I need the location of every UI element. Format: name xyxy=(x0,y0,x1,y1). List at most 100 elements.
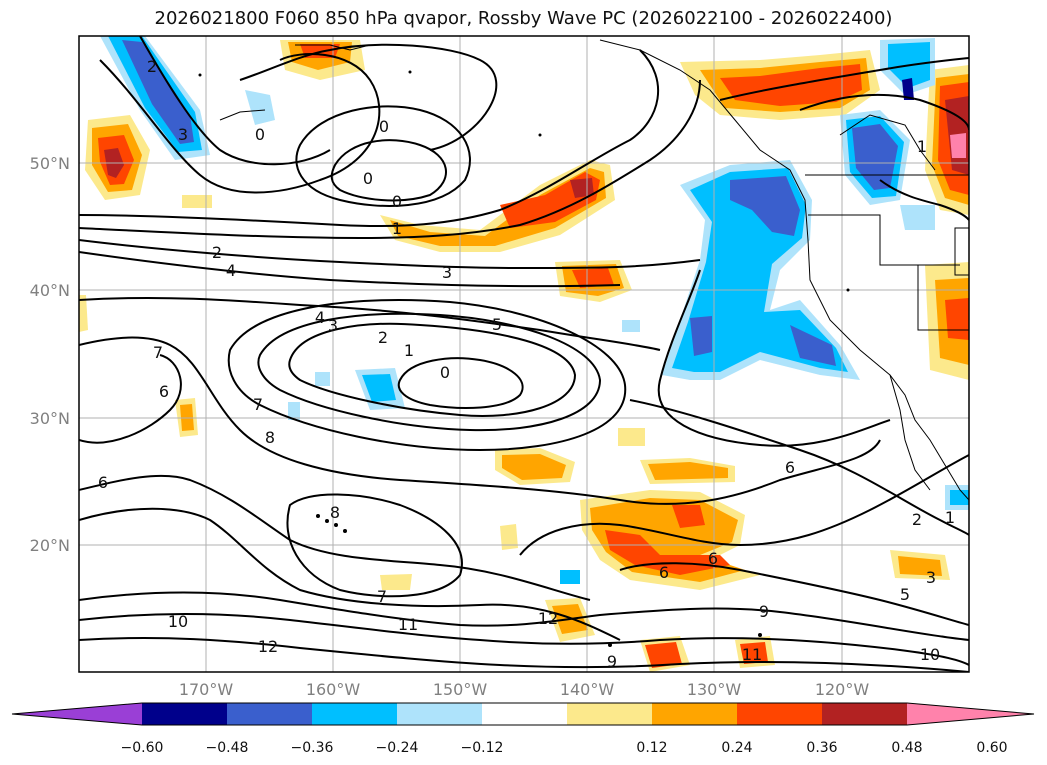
negative-anomaly-region xyxy=(245,90,275,125)
negative-anomaly-region xyxy=(122,40,194,144)
negative-anomaly-region xyxy=(852,124,898,190)
lon-tick-label: 140°W xyxy=(560,680,615,699)
colorbar-swatch xyxy=(567,703,653,725)
qvapor-contours xyxy=(79,36,969,672)
negative-anomaly-region xyxy=(790,325,836,366)
negative-anomaly-region xyxy=(900,205,935,230)
lon-tick-label: 130°W xyxy=(687,680,742,699)
contour-label: 3 xyxy=(926,568,936,587)
positive-anomaly-region xyxy=(182,195,212,208)
colorbar-swatch xyxy=(227,703,313,725)
contour-labels: 2 3 0 0 0 0 1 2 4 3 4 3 2 1 5 0 7 6 7 8 … xyxy=(98,57,955,671)
map-area: 2 3 0 0 0 0 1 2 4 3 4 3 2 1 5 0 7 6 7 8 … xyxy=(79,36,969,672)
contour-label: 11 xyxy=(398,615,418,634)
colorbar-swatch xyxy=(822,703,908,725)
map-title: 2026021800 F060 850 hPa qvapor, Rossby W… xyxy=(154,8,893,29)
contour-label: 6 xyxy=(708,549,718,568)
negative-anomaly-region xyxy=(362,374,396,402)
positive-anomaly-region xyxy=(618,428,645,446)
negative-anomaly-region xyxy=(902,78,914,100)
contour-label: 7 xyxy=(377,587,387,606)
contour-label: 3 xyxy=(442,263,452,282)
lon-tick-label: 150°W xyxy=(433,680,488,699)
contour-label: 9 xyxy=(607,652,617,671)
contour-label: 9 xyxy=(759,602,769,621)
latitude-ticks: 50°N 40°N 30°N 20°N xyxy=(30,154,70,555)
contour-label: 5 xyxy=(492,315,502,334)
contour-label: 1 xyxy=(404,341,414,360)
colorbar-swatch xyxy=(907,703,1034,725)
lat-tick-label: 50°N xyxy=(30,154,70,173)
contour-label: 7 xyxy=(253,395,263,414)
colorbar-swatch xyxy=(652,703,738,725)
colorbar-tick-label: −0.36 xyxy=(291,740,334,756)
contour-label: 2 xyxy=(912,510,922,529)
contour-label: 11 xyxy=(742,645,762,664)
contour-label: 2 xyxy=(147,57,157,76)
contour-label: 7 xyxy=(153,343,163,362)
colorbar-tick-label: −0.60 xyxy=(121,740,164,756)
contour-label: 8 xyxy=(265,428,275,447)
positive-anomaly-region xyxy=(945,298,969,340)
colorbar: −0.60 −0.48 −0.36 −0.24 −0.12 0.12 0.24 0.36 0.4… xyxy=(11,702,1035,756)
positive-anomaly-region xyxy=(500,524,518,550)
contour-label: 4 xyxy=(315,308,325,327)
contour-label: 12 xyxy=(258,637,278,656)
positive-anomaly-region xyxy=(572,268,614,288)
negative-anomaly-region xyxy=(672,168,848,372)
positive-anomaly-region xyxy=(390,168,606,246)
colorbar-tick-label: 0.24 xyxy=(721,740,752,756)
colorbar-tick-label: −0.48 xyxy=(206,740,249,756)
contour-label: 5 xyxy=(900,585,910,604)
negative-anomaly-region xyxy=(560,570,580,584)
positive-anomaly-region xyxy=(380,574,412,590)
colorbar-tick-label: 0.36 xyxy=(806,740,837,756)
lat-tick-label: 20°N xyxy=(30,536,70,555)
map-frame xyxy=(78,35,970,673)
contour-label: 6 xyxy=(659,563,669,582)
contour-label: 10 xyxy=(920,645,940,664)
colorbar-tick-label: −0.12 xyxy=(461,740,504,756)
contour-label: 6 xyxy=(98,473,108,492)
lon-tick-label: 170°W xyxy=(179,680,234,699)
contour-label: 2 xyxy=(378,328,388,347)
colorbar-swatch xyxy=(737,703,823,725)
colorbar-tick-label: 0.12 xyxy=(636,740,667,756)
negative-anomaly-region xyxy=(315,372,330,386)
negative-anomaly-region xyxy=(690,316,712,356)
positive-anomaly-region xyxy=(950,133,966,158)
longitude-ticks: 170°W 160°W 150°W 140°W 130°W 120°W xyxy=(179,680,870,699)
lon-tick-label: 160°W xyxy=(306,680,361,699)
colorbar-swatch xyxy=(12,703,142,725)
contour-label: 1 xyxy=(917,137,927,156)
lat-tick-label: 40°N xyxy=(30,281,70,300)
positive-anomaly-region xyxy=(648,462,728,480)
positive-anomaly-region xyxy=(672,505,705,528)
contour-label: 6 xyxy=(159,382,169,401)
lon-tick-label: 120°W xyxy=(815,680,870,699)
colorbar-swatch xyxy=(142,703,228,725)
positive-anomaly-region xyxy=(502,454,566,480)
colorbar-outline xyxy=(11,702,1035,726)
contour-label: 10 xyxy=(168,612,188,631)
contour-label: 3 xyxy=(178,125,188,144)
contour-label: 0 xyxy=(255,125,265,144)
contour-label: 0 xyxy=(379,117,389,136)
anomaly-shading xyxy=(79,36,969,672)
coastlines xyxy=(219,39,969,501)
contour-label: 12 xyxy=(538,609,558,628)
contour-label: 3 xyxy=(328,316,338,335)
contour-label: 6 xyxy=(785,458,795,477)
contour-label: 2 xyxy=(212,243,222,262)
colorbar-tick-label: 0.60 xyxy=(976,740,1007,756)
negative-anomaly-region xyxy=(950,490,969,505)
positive-anomaly-region xyxy=(740,642,768,664)
colorbar-swatch xyxy=(397,703,483,725)
colorbar-tick-label: −0.24 xyxy=(376,740,419,756)
contour-label: 1 xyxy=(392,219,402,238)
contour-label: 4 xyxy=(226,261,236,280)
negative-anomaly-region xyxy=(288,402,300,420)
colorbar-swatch xyxy=(312,703,398,725)
positive-anomaly-region xyxy=(645,642,682,668)
